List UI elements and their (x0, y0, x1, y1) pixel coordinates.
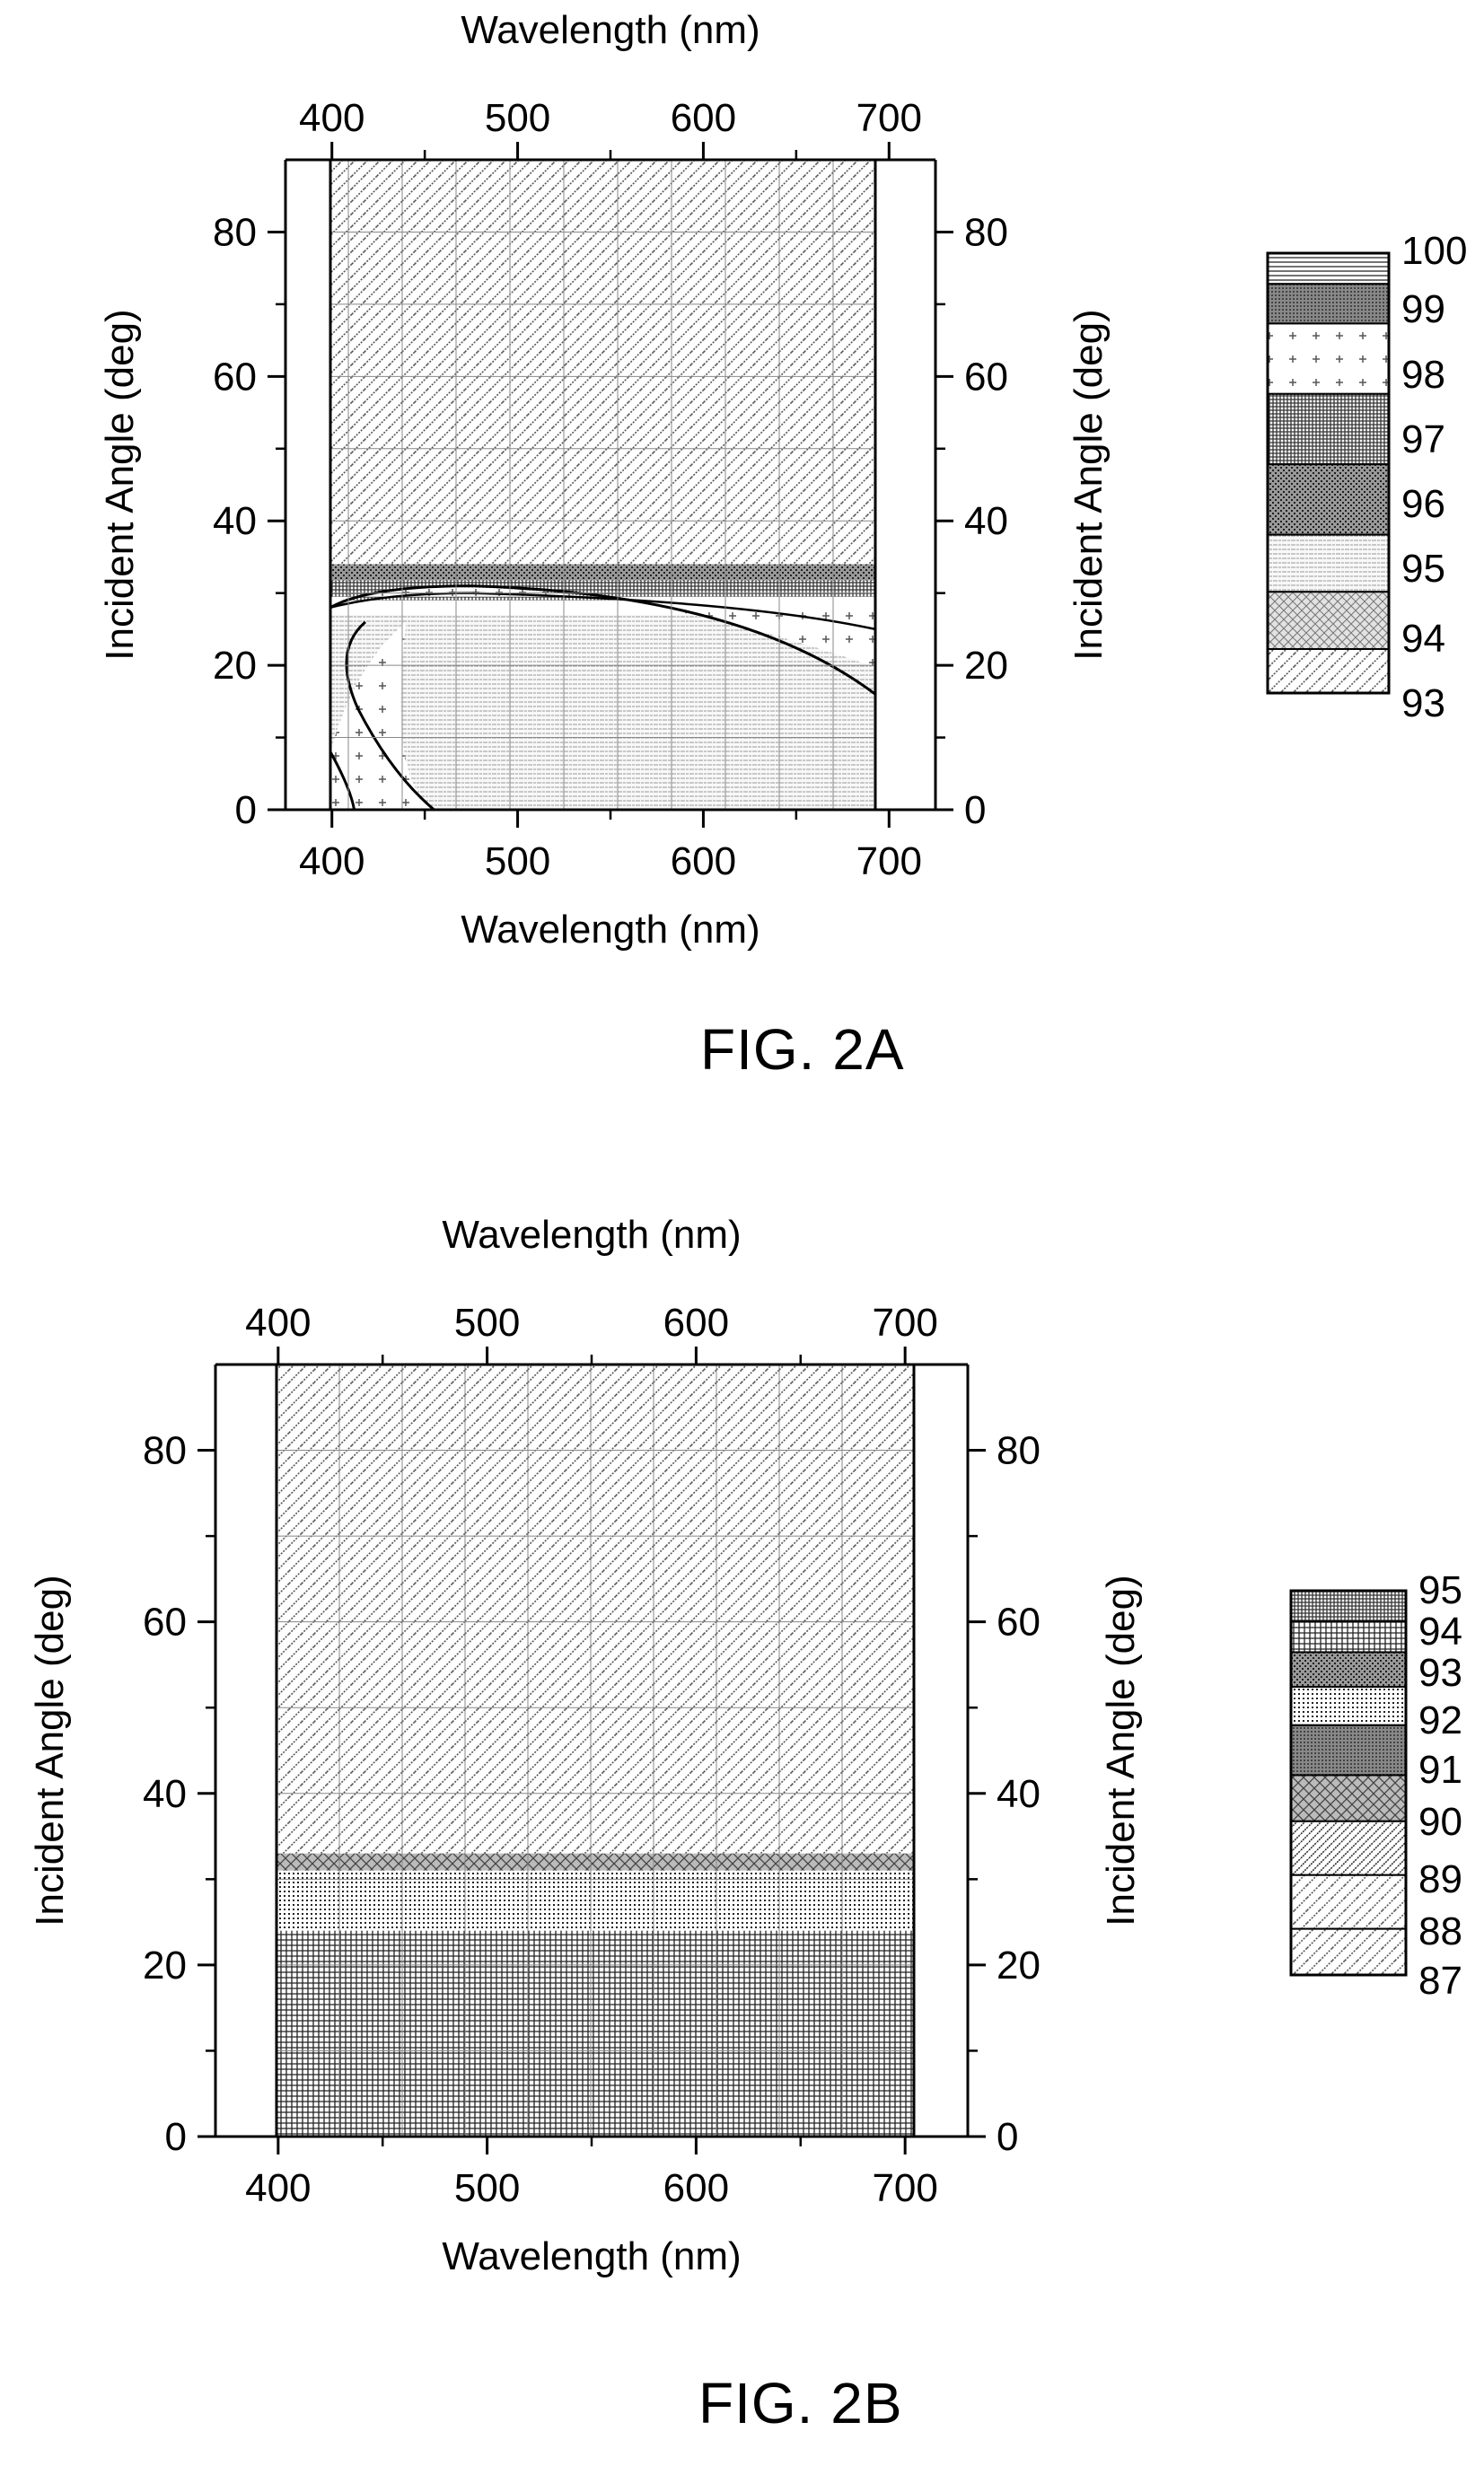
fig2b-x-tick-label-bottom: 600 (663, 2166, 729, 2210)
fig2b-legend-swatch-94 (1290, 1620, 1407, 1654)
fig2b-x-tick-label-bottom: 500 (454, 2166, 520, 2210)
fig2a-legend-label-99: 99 (1401, 287, 1445, 331)
fig2a-x-tick-label-top: 400 (299, 96, 364, 140)
fig2a-y-tick-label-left: 80 (213, 210, 257, 254)
fig2a-y-tick-label-right: 60 (964, 355, 1008, 399)
fig2b-legend-label-95: 95 (1418, 1568, 1462, 1612)
fig2a-region-95 (330, 614, 875, 810)
fig2a-legend-frame (1266, 251, 1391, 695)
fig2a-legend-swatch-96 (1267, 463, 1390, 536)
fig2a-y-tick-label-left: 20 (213, 644, 257, 688)
fig2a-x-axis-title-top: Wavelength (nm) (461, 8, 760, 52)
fig2b-y-tick-label-right: 40 (997, 1772, 1041, 1816)
fig2b-x-axis-title-bottom: Wavelength (nm) (442, 2234, 741, 2278)
fig2b-y-tick-label-left: 80 (143, 1429, 187, 1473)
fig2b-y-axis-title-right: Incident Angle (deg) (1099, 1575, 1143, 1926)
fig2b-legend-swatch-93 (1290, 1651, 1407, 1688)
fig2a-legend-label-96: 96 (1401, 482, 1445, 526)
fig2b-y-tick-label-right: 80 (997, 1429, 1041, 1473)
fig2b-region-88 (277, 1365, 914, 1854)
fig2b-y-tick-label-right: 20 (997, 1944, 1041, 1988)
figure-caption-2b: FIG. 2B (698, 2371, 903, 2435)
fig2a-y-tick-label-left: 60 (213, 355, 257, 399)
fig2b-legend-label-90: 90 (1418, 1800, 1462, 1844)
fig2b-legend-swatch-92 (1290, 1686, 1407, 1726)
fig2b-x-tick-label-bottom: 700 (872, 2166, 937, 2210)
fig2a-contour-line-pocket (345, 620, 435, 812)
fig2a-legend-label-93: 93 (1401, 681, 1445, 725)
fig2b-y-tick-label-left: 60 (143, 1601, 187, 1645)
fig2a-legend-label-94: 94 (1401, 617, 1445, 661)
fig2a-x-axis-title-bottom: Wavelength (nm) (461, 908, 760, 952)
fig2a-legend-swatch-94 (1267, 591, 1390, 650)
fig2b-region-92 (277, 1870, 914, 1931)
fig2a-y-tick-label-right: 0 (964, 788, 986, 832)
fig2a-legend-swatch-95 (1267, 533, 1390, 593)
fig2b-legend-swatch-89 (1290, 1820, 1407, 1876)
fig2b-legend-swatch-88 (1290, 1874, 1407, 1930)
fig2a-x-tick-label-top: 600 (671, 96, 736, 140)
fig2a-region-band-upper (330, 564, 875, 581)
fig2a-legend-label-98: 98 (1401, 353, 1445, 397)
fig2b-x-axis-title-top: Wavelength (nm) (442, 1213, 741, 1257)
fig2a-x-tick-label-top: 500 (485, 96, 550, 140)
fig2b-legend-label-88: 88 (1418, 1909, 1462, 1953)
fig2a-x-tick-label-bottom: 600 (671, 839, 736, 883)
fig2b-legend-frame (1289, 1589, 1408, 1977)
figure-caption-2a: FIG. 2A (700, 1017, 905, 1082)
fig2a-legend-label-95: 95 (1401, 547, 1445, 591)
fig2b-legend-label-94: 94 (1418, 1610, 1462, 1654)
fig2a-y-tick-label-right: 40 (964, 499, 1008, 543)
fig2b-legend-swatch-91 (1290, 1724, 1407, 1777)
fig2b-legend-label-93: 93 (1418, 1651, 1462, 1695)
fig2a-legend-swatch-97 (1267, 392, 1390, 466)
fig2a-contour-line-corner (329, 750, 356, 811)
fig2a-y-tick-label-left: 40 (213, 499, 257, 543)
fig2a-y-axis-title-left: Incident Angle (deg) (98, 309, 142, 660)
fig2b-y-axis-title-left: Incident Angle (deg) (28, 1575, 72, 1926)
fig2b-x-tick-label-top: 400 (245, 1301, 311, 1345)
fig2a-region-98-pocket (330, 621, 435, 810)
fig2a-y-axis-title-right: Incident Angle (deg) (1067, 309, 1111, 660)
fig2b-legend-label-87: 87 (1418, 1959, 1462, 2003)
fig2a-region-93 (330, 160, 875, 565)
fig2a-contour-line-ring (329, 592, 876, 631)
fig2a-x-tick-label-bottom: 400 (299, 839, 364, 883)
fig2a-legend-swatch-99 (1267, 283, 1390, 325)
fig2b-y-tick-label-right: 0 (997, 2115, 1018, 2159)
fig2b-y-tick-label-left: 0 (165, 2115, 187, 2159)
fig2b-y-tick-label-left: 20 (143, 1944, 187, 1988)
fig2a-y-tick-label-right: 80 (964, 210, 1008, 254)
fig2a-legend-label-100: 100 (1401, 229, 1467, 273)
fig2b-x-tick-label-top: 700 (872, 1301, 937, 1345)
fig2a-legend-swatch-93 (1267, 648, 1390, 694)
fig2a-x-tick-label-bottom: 500 (485, 839, 550, 883)
fig2b-region-94 (277, 1930, 914, 2137)
fig2a-x-tick-label-bottom: 700 (856, 839, 922, 883)
fig2b-x-tick-label-top: 500 (454, 1301, 520, 1345)
fig2b-legend-swatch-95 (1290, 1590, 1407, 1623)
fig2b-y-tick-label-right: 60 (997, 1601, 1041, 1645)
fig2b-x-tick-label-bottom: 400 (245, 2166, 311, 2210)
fig2b-x-tick-label-top: 600 (663, 1301, 729, 1345)
fig2a-x-tick-label-top: 700 (856, 96, 922, 140)
fig2b-legend-swatch-87 (1290, 1927, 1407, 1976)
fig2a-legend-swatch-100 (1267, 252, 1390, 285)
fig2a-region-98-ring (330, 587, 875, 668)
fig2b-region-90 (277, 1853, 914, 1871)
fig2a-legend-label-97: 97 (1401, 417, 1445, 461)
fig2b-legend-label-92: 92 (1418, 1698, 1462, 1742)
fig2b-legend-swatch-90 (1290, 1774, 1407, 1822)
fig2a-y-tick-label-left: 0 (235, 788, 257, 832)
fig2b-legend-label-91: 91 (1418, 1748, 1462, 1792)
fig2b-legend-label-89: 89 (1418, 1857, 1462, 1901)
fig2a-y-tick-label-right: 20 (964, 644, 1008, 688)
fig2a-legend-swatch-98 (1267, 322, 1390, 395)
fig2b-y-tick-label-left: 40 (143, 1772, 187, 1816)
